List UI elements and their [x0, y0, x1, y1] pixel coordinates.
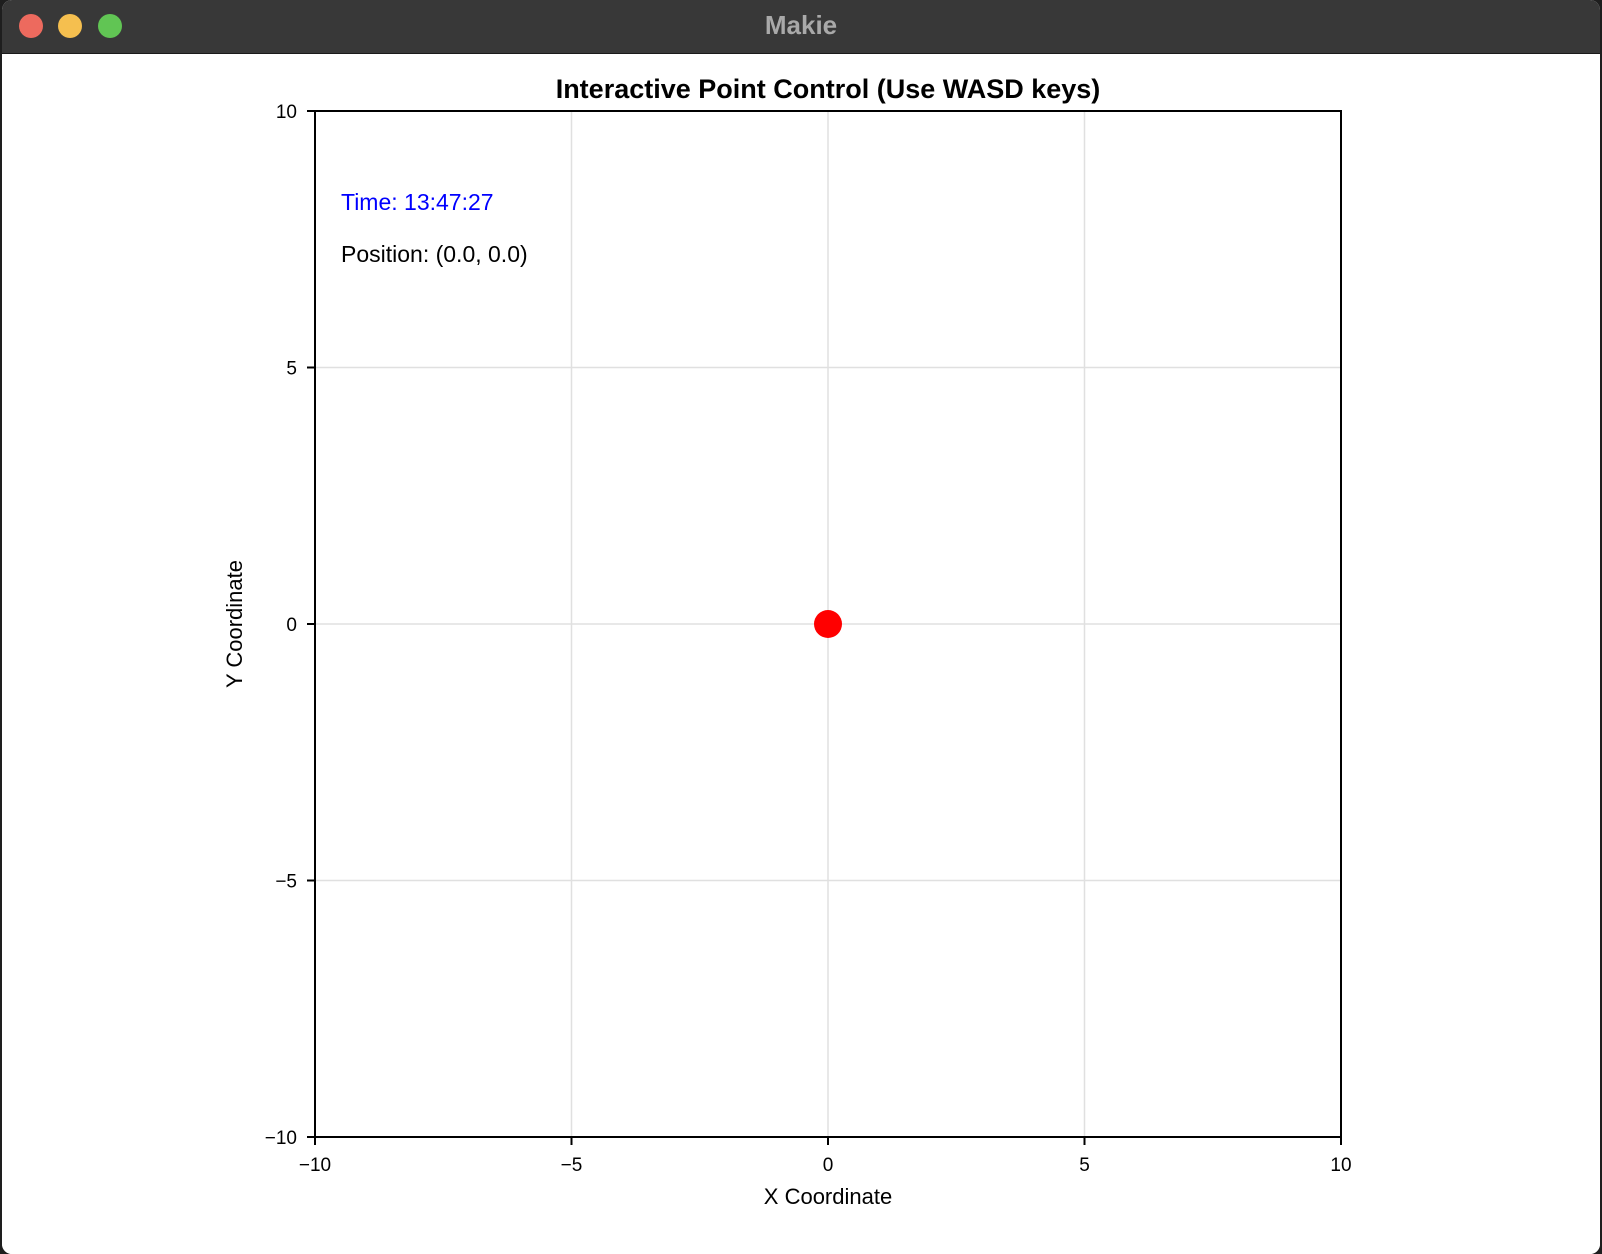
x-tick-label: 5	[1079, 1155, 1090, 1176]
x-axis-label: X Coordinate	[764, 1184, 892, 1209]
y-axis-label: Y Coordinate	[222, 560, 247, 688]
y-tick-label: −5	[275, 872, 297, 893]
y-tick-label: 10	[276, 102, 297, 123]
y-tick-label: −10	[265, 1128, 297, 1149]
time-annotation: Time: 13:47:27	[341, 189, 494, 215]
y-tick-label: 5	[286, 359, 297, 380]
x-tick-label: −10	[299, 1155, 331, 1176]
plot-canvas[interactable]: −10 −5 0 5 10 −10 −5 0 5 10 Interactive Point Con…	[2, 54, 1600, 1254]
window-title: Makie	[764, 10, 838, 40]
minimize-window-button[interactable]	[58, 14, 82, 38]
axis-ticks: −10 −5 0 5 10 −10 −5 0 5 10	[265, 102, 1352, 1176]
x-tick-label: 10	[1330, 1155, 1351, 1176]
title-bar[interactable]: Makie	[2, 0, 1600, 54]
position-annotation: Position: (0.0, 0.0)	[341, 241, 528, 267]
movable-point[interactable]	[814, 610, 842, 638]
x-tick-label: 0	[823, 1155, 834, 1176]
maximize-window-button[interactable]	[98, 14, 122, 38]
y-tick-label: 0	[286, 615, 297, 636]
data-points[interactable]	[814, 610, 842, 638]
plot-figure[interactable]: −10 −5 0 5 10 −10 −5 0 5 10 Interactive Point Con…	[2, 54, 1600, 1254]
plot-title: Interactive Point Control (Use WASD keys…	[556, 74, 1101, 104]
close-window-button[interactable]	[19, 14, 43, 38]
x-tick-label: −5	[561, 1155, 583, 1176]
